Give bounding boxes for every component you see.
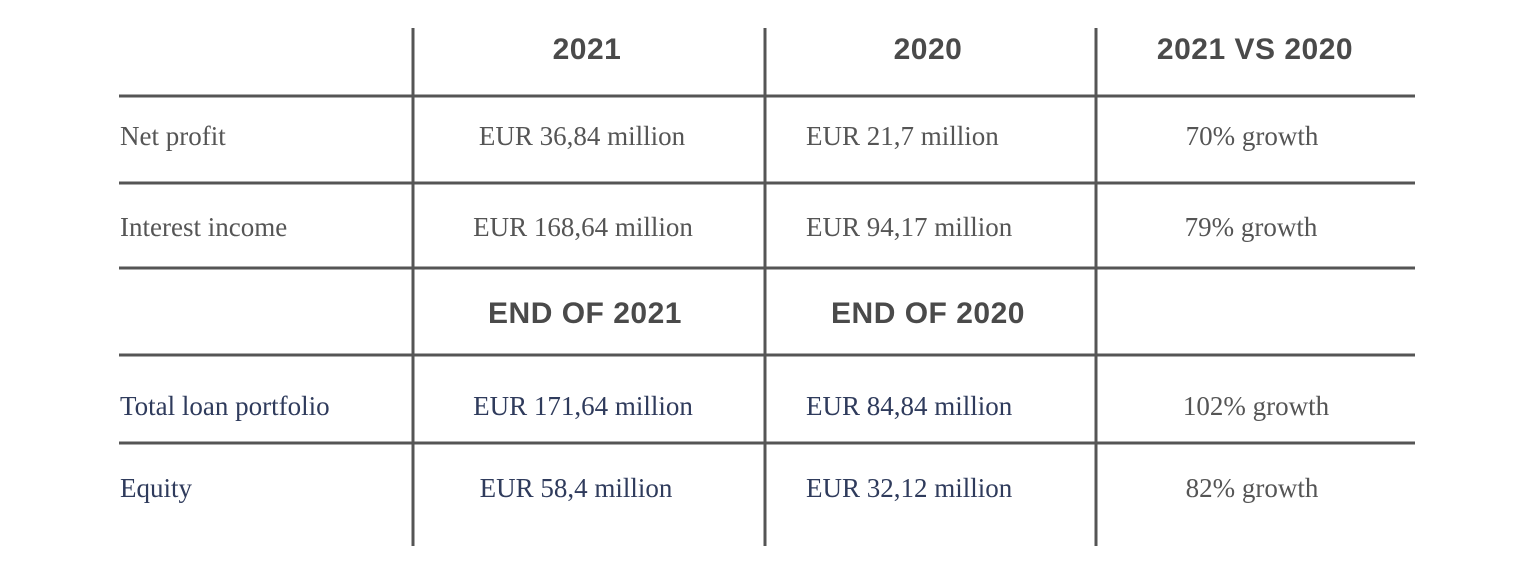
- row-label: Interest income: [120, 212, 288, 242]
- column-header: 2021: [552, 33, 622, 66]
- row-label: Total loan portfolio: [120, 391, 330, 421]
- cell-value: EUR 58,4 million: [479, 473, 673, 503]
- growth-value: 82% growth: [1185, 473, 1319, 503]
- column-header: 2020: [893, 33, 963, 66]
- cell-value: EUR 32,12 million: [806, 473, 1013, 503]
- cell-value: EUR 168,64 million: [473, 212, 693, 242]
- column-header: 2021 VS 2020: [1156, 33, 1354, 66]
- cell-value: EUR 94,17 million: [806, 212, 1013, 242]
- row-label: Equity: [120, 473, 192, 503]
- growth-value: 102% growth: [1182, 391, 1330, 421]
- row-label: Net profit: [120, 121, 226, 151]
- growth-value: 70% growth: [1185, 121, 1319, 151]
- cell-value: EUR 84,84 million: [806, 391, 1013, 421]
- growth-value: 79% growth: [1184, 212, 1318, 242]
- cell-value: EUR 171,64 million: [473, 391, 693, 421]
- section-header: END OF 2021: [488, 297, 682, 330]
- cell-value: EUR 36,84 million: [478, 121, 686, 151]
- cell-value: EUR 21,7 million: [806, 121, 999, 151]
- section-header: END OF 2020: [831, 297, 1025, 330]
